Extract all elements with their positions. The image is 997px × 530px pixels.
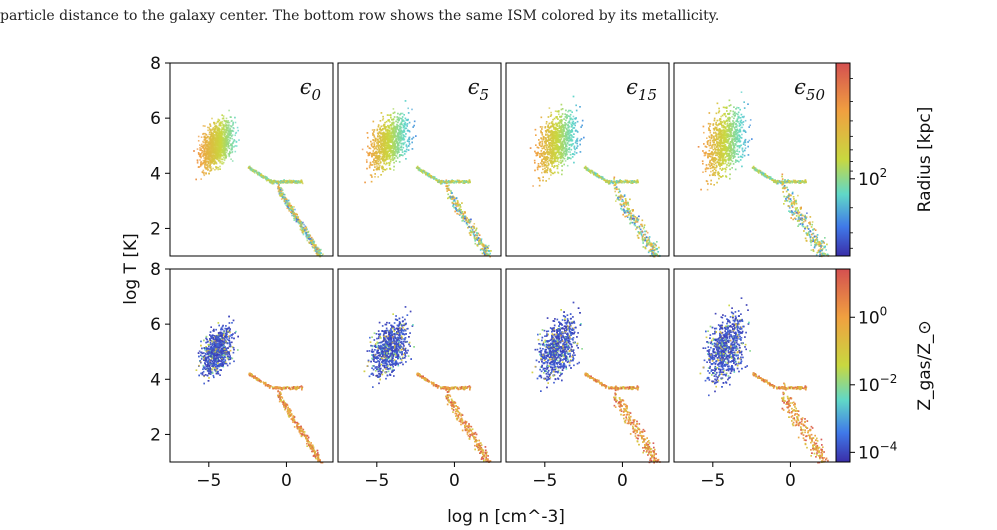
x-tick-label: 0	[449, 471, 460, 491]
y-tick-label: 8	[150, 260, 161, 280]
panel-frame-r0-c0	[169, 62, 334, 257]
x-tick-label: −5	[196, 471, 221, 491]
panel-frame-r1-c0	[169, 268, 334, 463]
scatter-points-r0-c0	[193, 109, 324, 258]
scatter-points-r0-c2	[529, 95, 661, 258]
x-tick-label: −5	[700, 471, 725, 491]
y-tick-label: 2	[150, 219, 161, 239]
panel-frame-r0-c2	[505, 62, 670, 257]
colorbar-label-metallicity: Z_gas/Z_⊙	[915, 320, 935, 410]
scatter-points-r1-c0	[195, 315, 324, 464]
panel-label-epsilon: ϵ5	[468, 75, 489, 104]
y-axis-label: log T [K]	[121, 233, 141, 305]
panel-frame-r1-c2	[505, 268, 670, 463]
panel-label-epsilon: ϵ0	[300, 75, 322, 104]
y-tick-label: 2	[150, 425, 161, 445]
y-tick-label: 6	[150, 315, 161, 335]
figure-caption: particle distance to the galaxy center. …	[0, 8, 997, 24]
scatter-points-r1-c2	[531, 301, 661, 464]
colorbar-metallicity	[835, 268, 851, 463]
x-axis-label: log n [cm^-3]	[447, 507, 565, 527]
x-tick-label: −5	[532, 471, 557, 491]
panel-frame-r1-c3	[673, 268, 838, 463]
x-tick-label: −5	[364, 471, 389, 491]
panel-frame-r1-c1	[337, 268, 502, 463]
colorbar-radius	[835, 62, 851, 257]
colorbar-tick-label: 10−2	[858, 372, 897, 396]
y-tick-label: 8	[150, 54, 161, 74]
x-tick-label: 0	[617, 471, 628, 491]
scatter-points-r1-c3	[699, 297, 829, 464]
y-tick-label: 4	[150, 370, 161, 390]
colorbar-tick-label: 100	[858, 304, 887, 328]
colorbar-tick-label: 102	[858, 166, 887, 190]
panel-label-epsilon: ϵ50	[794, 75, 825, 104]
scatter-points-r0-c3	[697, 91, 830, 258]
x-tick-label: 0	[785, 471, 796, 491]
panel-label-epsilon: ϵ15	[626, 75, 657, 104]
scatter-points-r1-c1	[363, 306, 492, 463]
y-tick-label: 6	[150, 109, 161, 129]
colorbar-label-radius: Radius [kpc]	[915, 107, 935, 213]
colorbar-tick-label: 10−4	[858, 439, 897, 463]
x-tick-label: 0	[281, 471, 292, 491]
y-tick-label: 4	[150, 164, 161, 184]
scatter-points-r0-c1	[361, 100, 492, 258]
panel-frame-r0-c1	[337, 62, 502, 257]
